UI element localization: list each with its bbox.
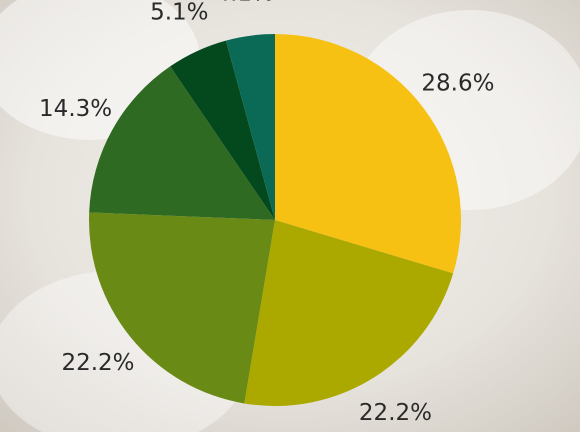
- data-label: 5.1%: [150, 0, 208, 26]
- data-label: 28.6%: [421, 70, 494, 96]
- data-label: 22.2%: [61, 350, 134, 376]
- chart: 28.6% 22.2% 22.2% 14.3% 5.1% 4.1%: [0, 0, 580, 432]
- page: 28.6%22.2%22.2%14.3%5.1%4.1% (() => { co…: [0, 0, 580, 432]
- data-label: 22.2%: [359, 400, 432, 426]
- data-label: 14.3%: [39, 96, 112, 122]
- data-label: 4.1%: [215, 0, 273, 7]
